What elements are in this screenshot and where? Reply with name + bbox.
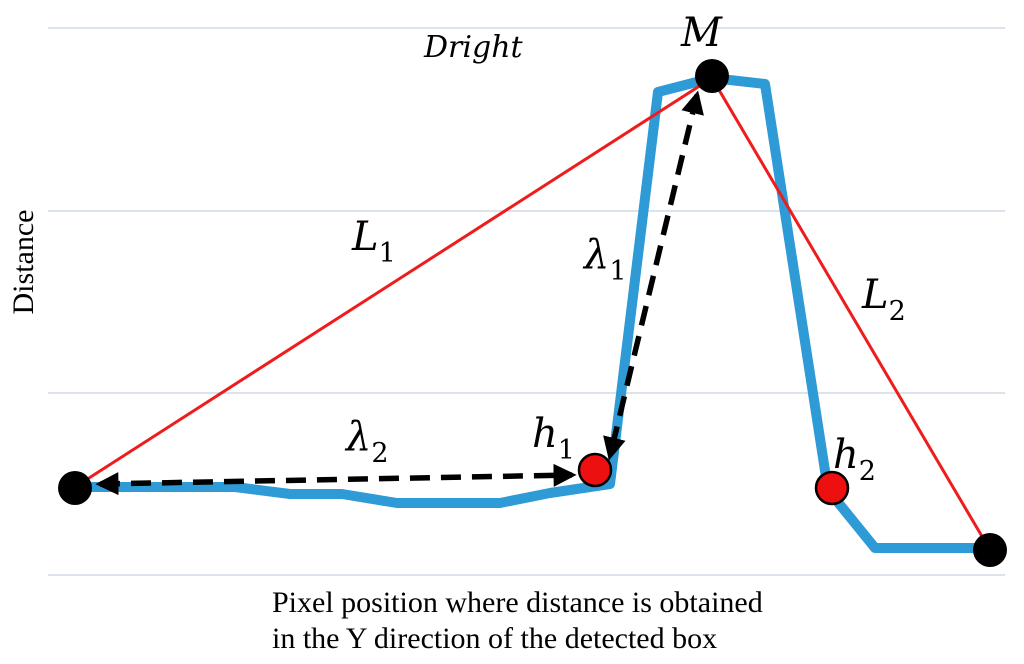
label-L1-sub: 1 (379, 238, 396, 269)
label-M: M (680, 10, 723, 56)
label-h1: h1 (532, 411, 575, 466)
label-lambda2-sub: 2 (371, 438, 388, 469)
label-L2-sub: 2 (889, 296, 906, 327)
label-L1-main: L (351, 214, 379, 260)
label-L1: L1 (351, 214, 396, 269)
label-h1-main: h (532, 411, 558, 457)
label-lambda1-sub: 1 (609, 256, 626, 287)
label-h2: h2 (833, 432, 876, 487)
x-axis-caption-line-2: in the Y direction of the detected box (272, 622, 717, 655)
label-h2-sub: 2 (859, 456, 876, 487)
y-axis-label: Distance (7, 210, 40, 315)
label-h2-main: h (833, 432, 859, 478)
left-endpoint-marker (58, 471, 92, 505)
line-L2 (710, 77, 992, 551)
label-lambda1-main: λ (582, 232, 609, 278)
label-lambda2: λ2 (344, 414, 389, 469)
arrow-lambda2 (95, 463, 577, 496)
label-lambda2-main: λ (344, 414, 371, 460)
peak-point-M-marker (695, 59, 729, 93)
label-L2: L2 (861, 272, 906, 327)
inflection-point-h1-marker (577, 452, 613, 488)
right-endpoint-marker (973, 533, 1007, 567)
inflection-point-h2-marker (814, 470, 850, 506)
label-L2-main: L (861, 272, 889, 318)
gridlines (48, 27, 1005, 576)
label-h1-sub: 1 (558, 435, 575, 466)
x-axis-caption-line-1: Pixel position where distance is obtaine… (272, 586, 763, 619)
label-lambda1: λ1 (582, 232, 627, 287)
diagram-title: Dright (423, 30, 524, 65)
